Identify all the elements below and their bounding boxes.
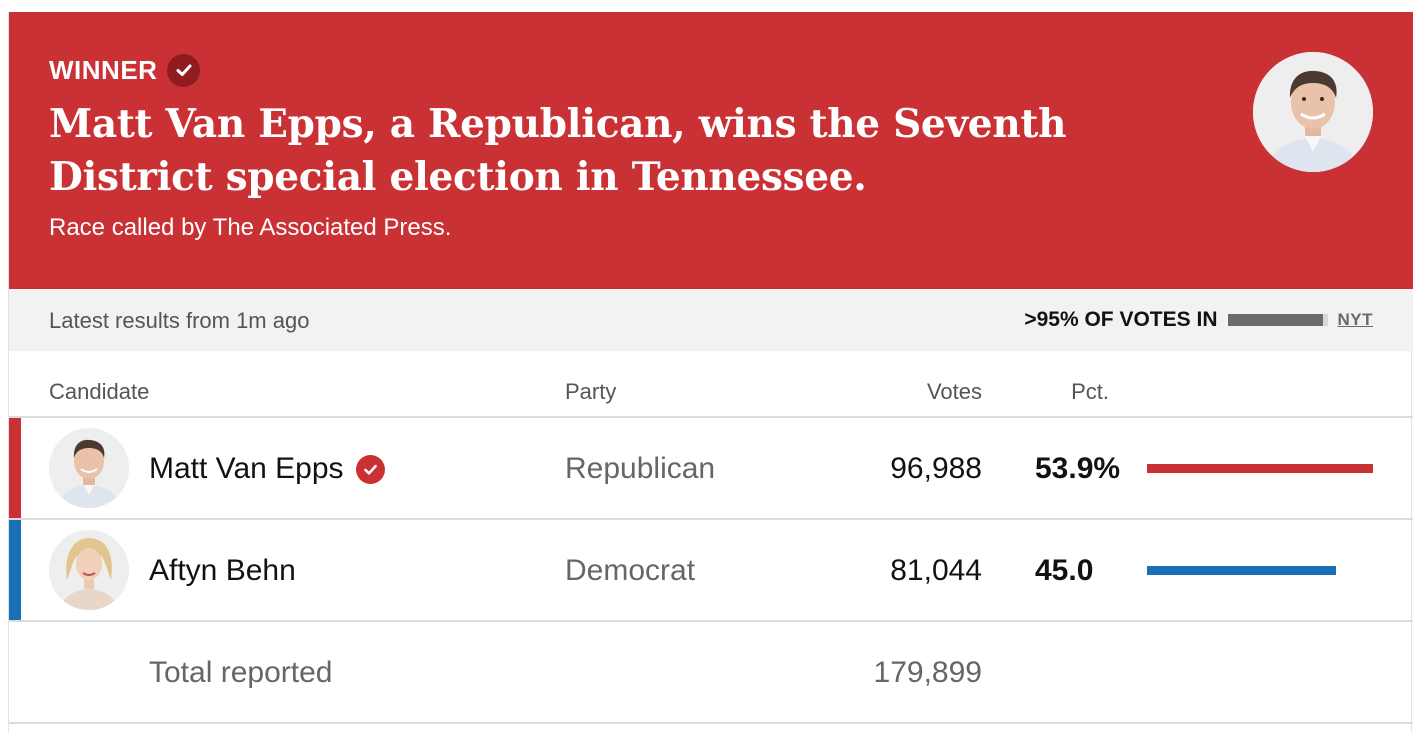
race-called-note: Race called by The Associated Press. xyxy=(49,214,452,241)
winner-label: WINNER xyxy=(49,54,158,85)
candidate-votes: 81,044 xyxy=(890,554,982,587)
candidate-name-text: Matt Van Epps xyxy=(149,452,344,485)
party-color-strip xyxy=(9,520,21,620)
candidate-pct: 53.9% xyxy=(1035,452,1121,485)
candidate-party: Democrat xyxy=(565,554,696,587)
votes-in-label: >95% OF VOTES IN xyxy=(1024,308,1218,331)
candidate-party: Republican xyxy=(565,452,716,485)
pct-bar xyxy=(1147,464,1373,473)
total-votes: 179,899 xyxy=(873,656,982,689)
pct-bar xyxy=(1147,566,1373,575)
winner-row: WINNER xyxy=(49,53,201,87)
avatar xyxy=(49,428,129,508)
column-header-votes: Votes xyxy=(926,379,982,404)
column-header-party: Party xyxy=(565,379,617,404)
winner-checkmark-icon xyxy=(355,454,385,484)
candidate-name-text: Aftyn Behn xyxy=(149,554,296,587)
column-header-candidate: Candidate xyxy=(49,379,150,404)
avatar xyxy=(49,530,129,610)
table-header: Candidate Party Votes Pct. xyxy=(9,351,1413,418)
results-card: WINNER Matt Van Epps, a Republican, wins… xyxy=(8,12,1413,732)
table-row: Aftyn Behn Democrat 81,044 45.0 xyxy=(9,520,1413,622)
checkmark-icon xyxy=(167,53,201,87)
latest-results-timestamp: Latest results from 1m ago xyxy=(49,308,310,333)
winner-banner: WINNER Matt Van Epps, a Republican, wins… xyxy=(9,12,1413,289)
table-row: Matt Van Epps Republican 96,988 53.9% xyxy=(9,418,1413,520)
candidate-name: Matt Van Epps xyxy=(149,452,385,486)
nyt-estimate-link[interactable]: NYT xyxy=(1337,310,1373,329)
candidate-name: Aftyn Behn xyxy=(149,554,296,588)
results-status-bar: Latest results from 1m ago >95% OF VOTES… xyxy=(9,289,1413,351)
votes-in-progress-bar xyxy=(1227,314,1328,326)
votes-in-progress-fill xyxy=(1227,314,1323,326)
total-row: Total reported 179,899 xyxy=(9,622,1413,724)
race-headline: Matt Van Epps, a Republican, wins the Se… xyxy=(49,101,1067,200)
column-header-pct: Pct. xyxy=(1071,379,1109,404)
total-label: Total reported xyxy=(149,656,333,689)
votes-in-indicator: >95% OF VOTES IN NYT xyxy=(1024,308,1373,332)
candidate-votes: 96,988 xyxy=(890,452,982,485)
winner-photo xyxy=(1253,52,1373,172)
candidate-pct: 45.0 xyxy=(1035,554,1094,587)
pct-bar-fill xyxy=(1147,566,1336,575)
party-color-strip xyxy=(9,418,21,518)
pct-bar-fill xyxy=(1147,464,1373,473)
